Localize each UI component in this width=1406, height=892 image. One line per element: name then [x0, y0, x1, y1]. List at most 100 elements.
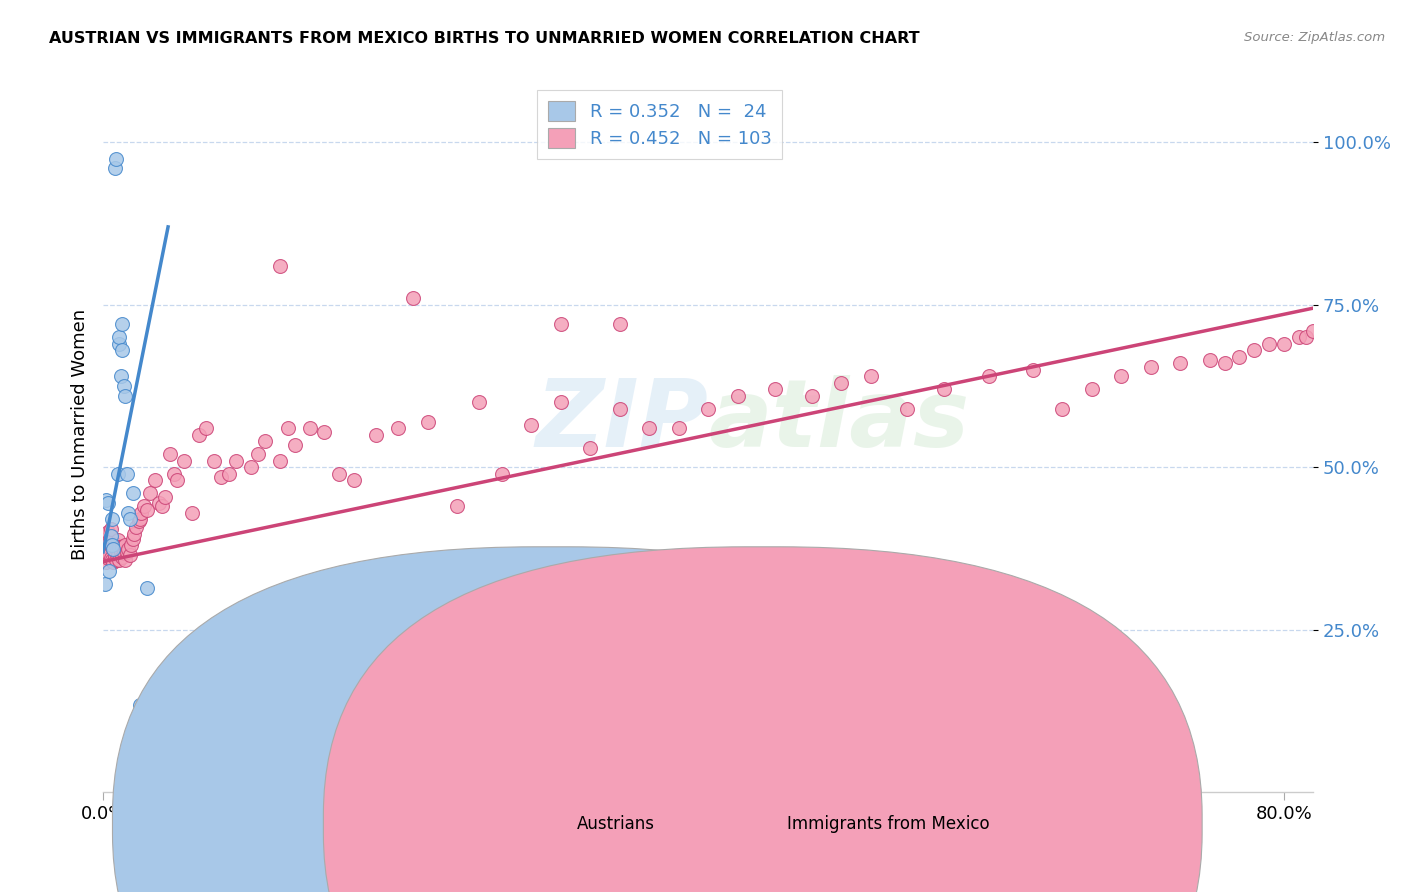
Point: [491, 467, 513, 481]
Point: [446, 500, 468, 514]
Point: [815, 591, 838, 605]
Point: [977, 369, 1000, 384]
Point: [108, 540, 131, 554]
Point: [131, 506, 153, 520]
Point: [101, 512, 124, 526]
Point: [101, 540, 124, 554]
Point: [136, 581, 159, 595]
Point: [103, 555, 125, 569]
Point: [343, 474, 366, 488]
Point: [889, 597, 911, 611]
Point: [1140, 359, 1163, 374]
Point: [1199, 353, 1222, 368]
Text: ZIP: ZIP: [536, 375, 709, 467]
Point: [117, 506, 139, 520]
Point: [218, 467, 240, 481]
Point: [120, 538, 142, 552]
Point: [108, 552, 131, 566]
Point: [110, 545, 132, 559]
Point: [117, 541, 139, 556]
Point: [112, 546, 135, 560]
Point: [111, 343, 134, 358]
Point: [697, 401, 720, 416]
Point: [98, 548, 121, 562]
Point: [195, 421, 218, 435]
Point: [239, 460, 262, 475]
Point: [520, 418, 543, 433]
Legend: R = 0.352   N =  24, R = 0.452   N = 103: R = 0.352 N = 24, R = 0.452 N = 103: [537, 90, 782, 159]
Point: [366, 428, 388, 442]
Point: [934, 383, 956, 397]
Point: [1295, 330, 1317, 344]
Point: [550, 318, 572, 332]
Point: [254, 434, 277, 449]
Point: [269, 454, 291, 468]
Point: [638, 421, 661, 435]
Point: [609, 401, 631, 416]
Point: [115, 467, 138, 481]
Point: [115, 545, 138, 559]
Point: [96, 551, 118, 566]
Point: [101, 552, 124, 566]
Point: [1213, 356, 1236, 370]
Point: [94, 492, 117, 507]
Point: [298, 421, 321, 435]
Point: [159, 447, 181, 461]
Point: [1081, 383, 1104, 397]
Point: [579, 441, 602, 455]
Point: [402, 292, 425, 306]
Point: [100, 522, 122, 536]
Point: [963, 701, 986, 715]
Point: [93, 528, 115, 542]
Point: [247, 447, 270, 461]
Point: [104, 161, 127, 176]
Point: [859, 369, 882, 384]
Point: [468, 395, 491, 409]
Point: [202, 454, 225, 468]
Point: [122, 526, 145, 541]
Point: [1243, 343, 1265, 358]
Point: [107, 467, 129, 481]
Point: [150, 500, 173, 514]
Point: [121, 486, 143, 500]
Point: [114, 389, 136, 403]
Point: [1302, 324, 1324, 338]
Point: [416, 415, 439, 429]
Point: [225, 454, 247, 468]
Point: [134, 500, 156, 514]
Point: [105, 552, 128, 566]
Point: [668, 603, 690, 617]
Point: [103, 541, 125, 556]
Y-axis label: Births to Unmarried Women: Births to Unmarried Women: [72, 310, 89, 560]
Point: [727, 389, 749, 403]
Point: [112, 379, 135, 393]
Point: [180, 506, 202, 520]
Point: [269, 259, 291, 273]
Point: [1288, 330, 1310, 344]
Text: atlas: atlas: [709, 375, 970, 467]
Point: [111, 549, 134, 564]
Point: [93, 545, 115, 559]
Point: [94, 555, 117, 569]
Point: [173, 454, 195, 468]
Point: [328, 467, 350, 481]
Point: [800, 389, 823, 403]
Point: [277, 421, 299, 435]
Point: [103, 541, 125, 556]
Point: [550, 395, 572, 409]
Point: [96, 525, 118, 540]
Point: [100, 551, 122, 566]
Point: [107, 533, 129, 548]
Point: [108, 337, 131, 351]
Point: [100, 538, 122, 552]
Point: [609, 318, 631, 332]
Point: [830, 376, 852, 390]
Point: [105, 540, 128, 554]
Point: [114, 552, 136, 566]
Point: [100, 528, 122, 542]
Point: [121, 532, 143, 546]
Point: [96, 496, 118, 510]
Point: [110, 369, 132, 384]
Point: [98, 565, 121, 579]
Point: [111, 318, 134, 332]
